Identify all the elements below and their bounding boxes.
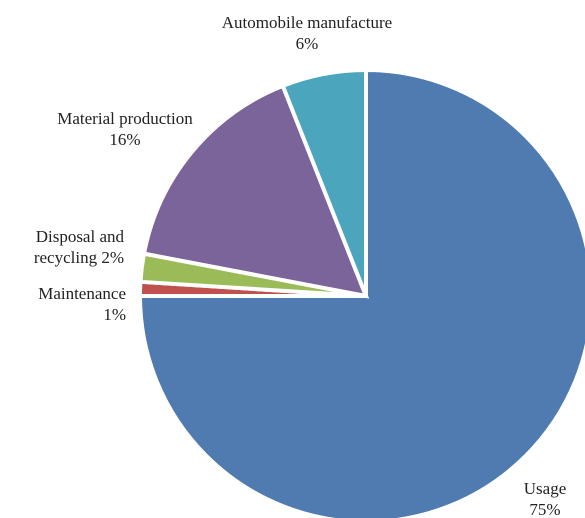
- data-label-usage: Usage 75%: [524, 479, 566, 518]
- data-label-line: 6%: [296, 34, 319, 53]
- pie-labels: Usage 75% Maintenance 1% Disposal and recycli…: [34, 13, 566, 518]
- data-label-automobile-manufacture: Automobile manufacture 6%: [222, 13, 392, 53]
- data-label-line: 75%: [529, 500, 560, 518]
- data-label-disposal-and-recycling: Disposal and recycling 2%: [34, 227, 125, 267]
- data-label-line: Material production: [57, 109, 193, 128]
- data-label-line: Usage: [524, 479, 566, 498]
- data-label-line: Maintenance: [38, 284, 126, 303]
- pie-slices: [137, 67, 585, 518]
- data-label-line: 16%: [109, 130, 140, 149]
- data-label-material-production: Material production 16%: [57, 109, 193, 149]
- data-label-line: Automobile manufacture: [222, 13, 392, 32]
- data-label-maintenance: Maintenance 1%: [38, 284, 126, 324]
- pie-slice-material-production: [141, 83, 370, 299]
- pie-slice-usage: [137, 67, 585, 518]
- pie-slice-automobile-manufacture: [280, 67, 368, 297]
- data-label-line: 1%: [103, 305, 126, 324]
- data-label-line: recycling 2%: [34, 248, 124, 267]
- data-label-line: Disposal and: [36, 227, 125, 246]
